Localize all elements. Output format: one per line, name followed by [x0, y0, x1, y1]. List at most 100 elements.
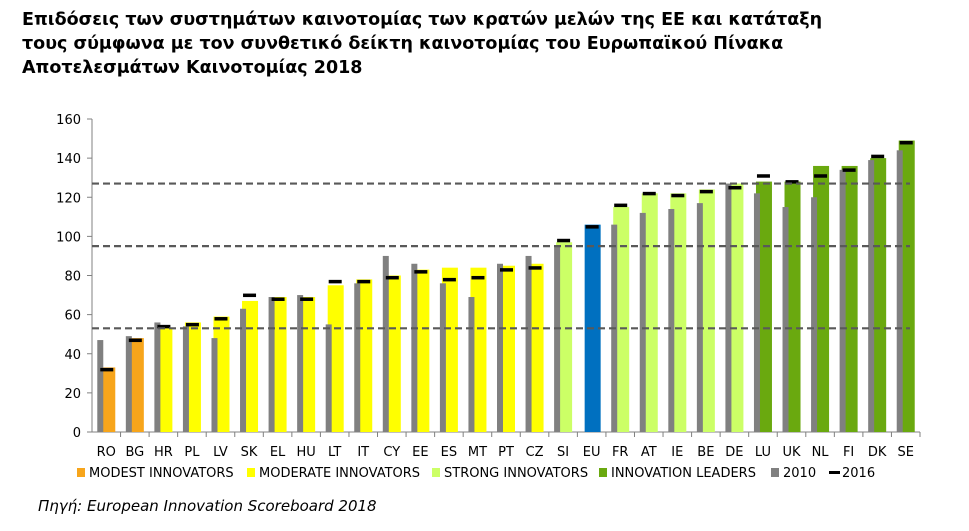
marker-2016-es	[442, 277, 456, 282]
bar-2010-be	[696, 203, 703, 432]
x-tick-label-pl: PL	[184, 445, 200, 460]
x-tick-label-cy: CY	[383, 445, 400, 460]
x-tick-label-si: SI	[557, 445, 569, 460]
bar-2010-cy	[382, 255, 389, 432]
legend-swatch-y2010	[771, 468, 779, 477]
bar-2010-ee	[411, 263, 418, 432]
legend-swatch-leader	[599, 468, 607, 477]
legend-swatch-y2016	[829, 471, 840, 474]
bar-2010-it	[354, 283, 361, 432]
marker-2016-lv	[214, 317, 228, 321]
legend-label-modest: MODEST INNOVATORS	[89, 466, 234, 481]
bar-2010-el	[268, 297, 275, 432]
x-tick-label-at: AT	[641, 445, 657, 460]
x-tick-label-de: DE	[725, 445, 743, 460]
bar-2010-dk	[868, 160, 875, 433]
legend-label-strong: STRONG INNOVATORS	[444, 466, 588, 481]
marker-2016-lt	[328, 279, 342, 284]
bar-2010-de	[725, 183, 732, 432]
legend-swatch-moderate	[247, 468, 255, 477]
x-tick-label-be: BE	[697, 445, 714, 460]
legend-label-leader: INNOVATION LEADERS	[611, 466, 756, 481]
x-tick-label-uk: UK	[782, 445, 801, 460]
x-tick-label-lt: LT	[328, 445, 341, 460]
marker-2016-eu	[585, 225, 599, 229]
marker-2016-bg	[128, 338, 142, 343]
legend-swatch-strong	[432, 468, 440, 477]
y-tick-label: 40	[64, 348, 81, 363]
x-tick-label-ee: EE	[412, 445, 428, 460]
x-tick-label-it: IT	[357, 445, 369, 460]
bar-2010-nl	[811, 197, 818, 432]
marker-2016-pt	[500, 268, 513, 272]
marker-2016-at	[642, 191, 656, 196]
marker-2016-ee	[414, 270, 428, 274]
marker-2016-cz	[528, 266, 542, 270]
x-tick-label-dk: DK	[868, 445, 887, 460]
x-tick-label-lu: LU	[755, 445, 771, 460]
bar-2010-lu	[753, 193, 760, 432]
marker-2016-be	[699, 189, 713, 194]
x-tick-label-hu: HU	[296, 445, 315, 460]
marker-2016-ie	[671, 193, 685, 198]
marker-2016-uk	[785, 180, 799, 184]
bar-2010-uk	[782, 207, 789, 432]
marker-2016-lu	[756, 174, 770, 178]
y-tick-label: 140	[56, 152, 81, 167]
bar-2010-hu	[297, 295, 304, 432]
x-tick-label-lv: LV	[213, 445, 228, 460]
bar-2010-cz	[525, 255, 532, 432]
bar-2010-at	[639, 212, 646, 432]
y-tick-label: 20	[64, 387, 81, 402]
marker-2016-fi	[842, 168, 856, 172]
marker-2016-hu	[300, 297, 314, 301]
bar-2010-es	[439, 283, 446, 432]
legend-label-y2010: 2010	[783, 466, 816, 481]
y-tick-label: 100	[56, 230, 81, 245]
marker-2016-dk	[871, 154, 885, 159]
marker-2016-mt	[471, 275, 485, 280]
marker-2016-de	[728, 185, 742, 190]
marker-2016-it	[357, 279, 371, 284]
x-tick-label-mt: MT	[468, 445, 487, 460]
y-tick-label: 120	[56, 191, 81, 206]
x-tick-label-fi: FI	[843, 445, 854, 460]
bar-2010-bg	[125, 336, 132, 432]
marker-2016-cy	[385, 275, 399, 280]
marker-2016-el	[271, 297, 285, 301]
marker-2016-sk	[243, 293, 257, 298]
chart-title: Επιδόσεις των συστημάτων καινοτομίας των…	[22, 8, 942, 80]
bar-2010-si	[554, 246, 561, 432]
bar-2010-lv	[211, 338, 218, 432]
bar-2010-lt	[325, 324, 332, 432]
bar-2010-se	[896, 150, 903, 433]
x-tick-label-eu: EU	[583, 445, 601, 460]
x-tick-label-es: ES	[441, 445, 457, 460]
x-tick-label-fr: FR	[612, 445, 629, 460]
chart-title-line-2: τους σύμφωνα με τον συνθετικό δείκτη και…	[22, 34, 784, 54]
bar-2010-ro	[97, 340, 104, 432]
bar-2010-pl	[182, 326, 189, 432]
x-tick-label-hr: HR	[154, 445, 173, 460]
marker-2016-se	[899, 140, 913, 145]
x-tick-label-cz: CZ	[526, 445, 544, 460]
x-tick-label-pt: PT	[498, 445, 514, 460]
x-tick-label-se: SE	[897, 445, 913, 460]
legend-swatch-modest	[77, 468, 85, 477]
y-tick-label: 0	[73, 426, 81, 441]
source-note: Πηγή: European Innovation Scoreboard 201…	[38, 497, 377, 515]
bar-2010-mt	[468, 297, 475, 432]
x-tick-label-nl: NL	[812, 445, 830, 460]
bar-2010-sk	[240, 308, 247, 432]
y-tick-label: 60	[64, 309, 81, 324]
chart-title-line-1: Επιδόσεις των συστημάτων καινοτομίας των…	[22, 10, 823, 30]
legend-label-y2016: 2016	[842, 466, 875, 481]
bar-2010-hr	[154, 322, 161, 432]
x-tick-label-sk: SK	[241, 445, 258, 460]
marker-2016-fr	[614, 203, 628, 208]
x-tick-label-el: EL	[270, 445, 286, 460]
chart-title-line-3: Αποτελεσμάτων Καινοτομίας 2018	[22, 58, 363, 78]
x-tick-label-ro: RO	[97, 445, 116, 460]
bar-2010-ie	[668, 208, 675, 432]
